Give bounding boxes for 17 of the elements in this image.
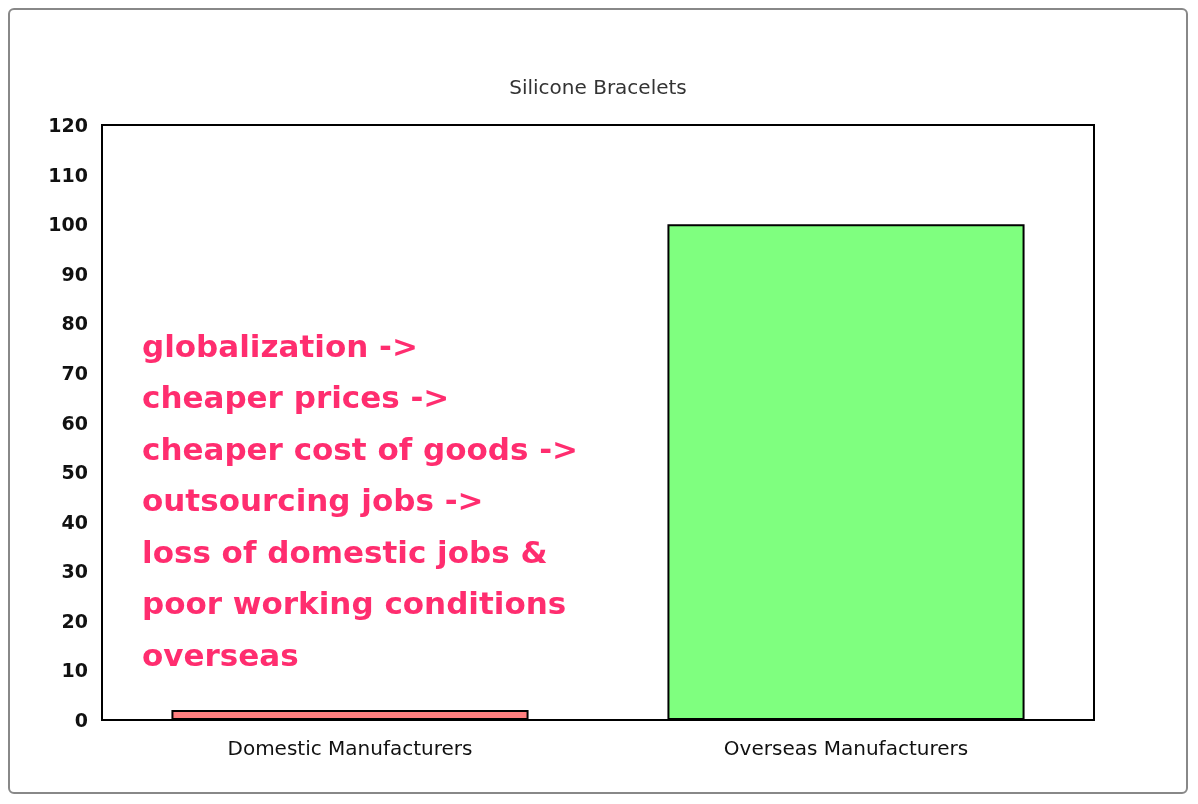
y-tick-label: 40 [61, 510, 88, 533]
y-tick-label: 0 [74, 709, 88, 731]
y-tick-label: 110 [48, 163, 88, 186]
chart-subtitle: Silicone Bracelets [509, 75, 687, 99]
y-tick-label: 90 [61, 262, 88, 285]
y-tick-label: 70 [61, 361, 88, 384]
x-tick-label: Overseas Manufacturers [723, 736, 969, 760]
y-tick-label: 60 [61, 411, 88, 434]
annotation: globalization -> cheaper prices -> cheaper cost of goods -> outsourcing jobs -> loss of domestic jobs & poor working conditions overseas [142, 327, 579, 673]
y-tick-label: 20 [61, 609, 88, 632]
y-tick-label: 100 [48, 213, 88, 236]
y-tick-label: 30 [61, 560, 88, 583]
x-tick-label: Domestic Manufacturers [227, 736, 473, 760]
y-tick-label: 50 [61, 461, 88, 484]
y-tick-label: 80 [61, 312, 88, 335]
y-tick-label: 10 [61, 659, 88, 682]
y-tick-label: 120 [48, 114, 88, 136]
